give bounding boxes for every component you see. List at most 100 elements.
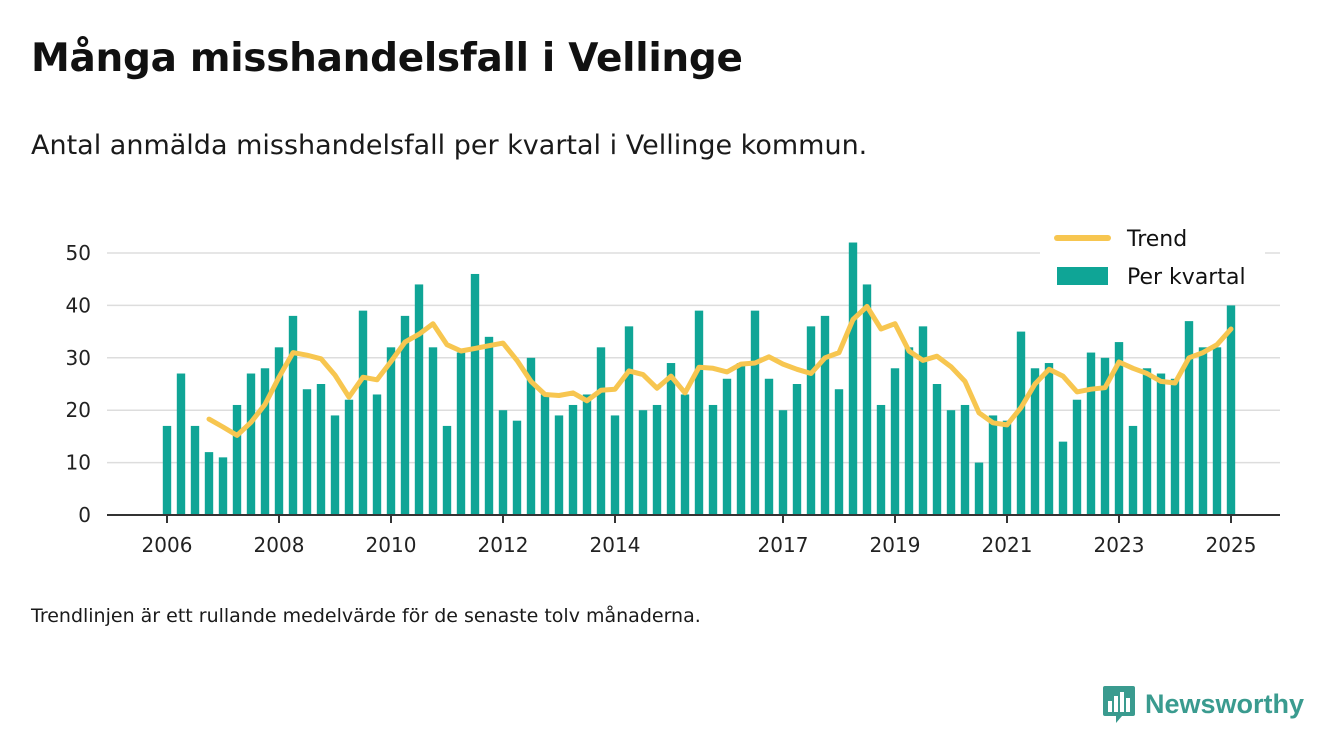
bar — [736, 363, 746, 515]
legend-trend-label: Trend — [1126, 227, 1187, 252]
chart-subtitle: Antal anmälda misshandelsfall per kvarta… — [31, 130, 868, 161]
bar — [498, 410, 508, 515]
bar — [848, 242, 858, 515]
bar — [610, 415, 620, 515]
bar — [484, 336, 494, 515]
bar — [526, 357, 536, 515]
bar — [1184, 321, 1194, 515]
bar — [694, 310, 704, 515]
bar — [456, 352, 466, 515]
bar — [176, 373, 186, 515]
bar — [512, 420, 522, 515]
x-tick-label: 2021 — [982, 533, 1033, 557]
bar — [1030, 368, 1040, 515]
bar — [1156, 373, 1166, 515]
y-tick-label: 10 — [66, 451, 91, 475]
y-tick-label: 40 — [66, 293, 91, 317]
bar — [638, 410, 648, 515]
newsworthy-logo-icon — [1103, 686, 1135, 723]
bar — [232, 404, 242, 515]
bar — [1044, 363, 1054, 515]
bar — [386, 347, 396, 515]
bar — [302, 389, 312, 515]
bar — [400, 315, 410, 515]
x-tick-label: 2012 — [478, 533, 529, 557]
bar — [1016, 331, 1026, 515]
chart-area: 0 10 20 30 40 50 2006 2008 2010 2012 2014 2017 2019 2… — [65, 222, 1280, 557]
bar — [1170, 378, 1180, 515]
bar-series — [162, 242, 1236, 515]
bar — [316, 384, 326, 515]
bar — [904, 347, 914, 515]
chart-title: Många misshandelsfall i Vellinge — [31, 36, 743, 81]
bar — [1128, 425, 1138, 515]
bar — [1002, 420, 1012, 515]
bar — [820, 315, 830, 515]
bar — [792, 384, 802, 515]
bar — [470, 273, 480, 515]
bar — [946, 410, 956, 515]
bar — [918, 326, 928, 515]
bar — [1212, 347, 1222, 515]
bar — [652, 404, 662, 515]
bar — [1100, 357, 1110, 515]
y-tick-label: 50 — [66, 241, 91, 265]
bar — [358, 310, 368, 515]
brand-name: Newsworthy — [1145, 688, 1305, 719]
bar — [190, 425, 200, 515]
bar — [274, 347, 284, 515]
bar — [372, 394, 382, 515]
bar — [540, 394, 550, 515]
bar — [260, 368, 270, 515]
axes: 0 10 20 30 40 50 2006 2008 2010 2012 2014 2017 2019 2… — [66, 241, 1280, 557]
bar — [162, 425, 172, 515]
bar — [428, 347, 438, 515]
bar — [890, 368, 900, 515]
bar — [722, 378, 732, 515]
bar — [1086, 352, 1096, 515]
bar — [1114, 342, 1124, 515]
bar — [974, 462, 984, 515]
legend-bars-label: Per kvartal — [1127, 265, 1246, 290]
bar — [1142, 368, 1152, 515]
bar — [680, 394, 690, 515]
bar — [218, 457, 228, 515]
bar — [666, 363, 676, 515]
bar — [862, 284, 872, 515]
bar — [414, 284, 424, 515]
x-tick-label: 2014 — [590, 533, 641, 557]
bar — [596, 347, 606, 515]
x-tick-label: 2025 — [1206, 533, 1257, 557]
trend-line — [206, 303, 1234, 438]
bar — [330, 415, 340, 515]
y-tick-label: 0 — [78, 503, 91, 527]
legend-bars-swatch — [1057, 267, 1108, 285]
x-tick-label: 2017 — [758, 533, 809, 557]
bar — [708, 404, 718, 515]
legend: Trend Per kvartal — [1040, 222, 1265, 302]
bar — [988, 415, 998, 515]
x-tick-label: 2006 — [142, 533, 193, 557]
bar — [1226, 305, 1236, 515]
bar — [246, 373, 256, 515]
brand[interactable]: Newsworthy — [1102, 682, 1304, 726]
bar — [288, 315, 298, 515]
bar — [204, 452, 214, 515]
bar — [932, 384, 942, 515]
bar — [554, 415, 564, 515]
bar — [876, 404, 886, 515]
x-tick-label: 2023 — [1094, 533, 1145, 557]
bar — [442, 425, 452, 515]
bar — [1072, 399, 1082, 515]
bar — [344, 399, 354, 515]
bar — [806, 326, 816, 515]
bar — [778, 410, 788, 515]
x-tick-label: 2010 — [366, 533, 417, 557]
x-tick-label: 2008 — [254, 533, 305, 557]
bar — [750, 310, 760, 515]
bar — [764, 378, 774, 515]
bar — [960, 404, 970, 515]
bar — [834, 389, 844, 515]
bar — [568, 404, 578, 515]
bar — [582, 394, 592, 515]
